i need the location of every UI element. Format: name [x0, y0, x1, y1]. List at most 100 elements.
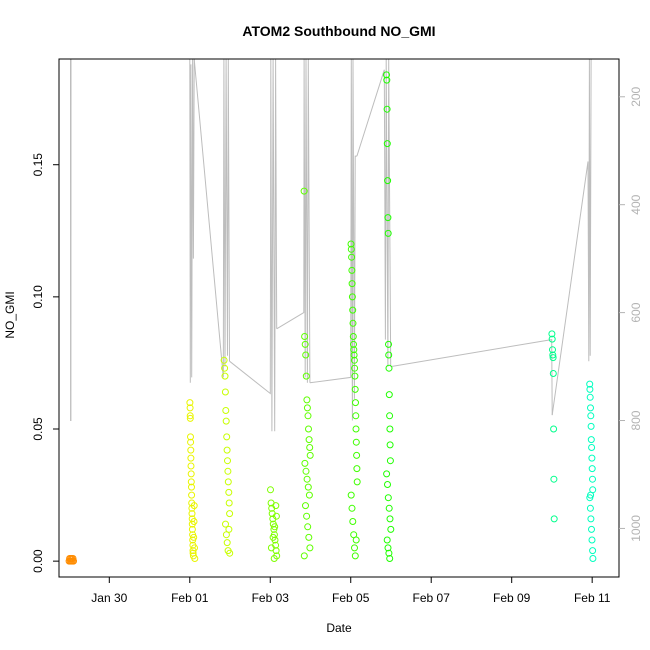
data-point	[384, 177, 392, 185]
data-point	[191, 555, 199, 562]
data-point	[303, 396, 311, 404]
data-point	[186, 412, 194, 420]
data-point	[303, 404, 311, 412]
data-point	[550, 425, 558, 433]
data-point	[304, 412, 312, 420]
data-point	[272, 512, 280, 520]
data-point	[349, 333, 357, 340]
data-point	[221, 372, 229, 380]
data-point	[225, 488, 233, 496]
data-point	[587, 412, 595, 420]
plot-frame	[58, 58, 620, 578]
data-point	[225, 525, 233, 533]
data-point	[186, 404, 194, 412]
data-point	[385, 364, 393, 372]
data-point	[306, 444, 314, 451]
data-point	[587, 436, 595, 444]
x-tick-label: Feb 03	[252, 591, 290, 605]
data-point	[305, 491, 313, 499]
data-point	[301, 459, 309, 467]
data-point	[351, 552, 359, 560]
data-point	[222, 417, 230, 425]
x-tick-label: Feb 01	[171, 591, 209, 605]
data-point	[301, 340, 309, 348]
data-point	[347, 491, 355, 499]
data-point	[190, 518, 198, 525]
data-point	[586, 380, 594, 388]
data-point	[224, 457, 231, 465]
pressure-trace	[71, 58, 195, 383]
x-tick-label: Feb 11	[574, 591, 611, 605]
data-point	[387, 525, 395, 533]
data-point	[383, 71, 390, 79]
data-point	[386, 555, 394, 562]
data-points	[65, 71, 597, 565]
y2-tick-label: 200	[629, 86, 643, 106]
data-point	[187, 462, 195, 470]
data-point	[187, 478, 195, 486]
data-point	[349, 518, 357, 525]
x-tick-label: Feb 05	[332, 591, 370, 605]
data-point	[348, 293, 356, 301]
data-point	[301, 333, 309, 340]
pressure-trace	[276, 58, 311, 383]
data-point	[300, 187, 308, 195]
data-point	[350, 340, 357, 348]
data-point	[352, 438, 360, 446]
x-tick-label: Feb 09	[493, 591, 531, 605]
data-point	[550, 475, 558, 483]
data-point	[549, 354, 557, 362]
data-point	[385, 504, 393, 512]
data-point	[270, 555, 278, 562]
data-point	[348, 280, 356, 288]
data-point	[588, 525, 595, 533]
data-point	[350, 346, 358, 354]
data-point	[353, 478, 361, 486]
data-point	[70, 557, 77, 565]
data-point	[347, 245, 355, 253]
y-axis-label: NO_GMI	[3, 291, 17, 338]
data-point	[588, 454, 596, 462]
data-point	[383, 470, 391, 478]
pressure-trace	[193, 58, 230, 378]
data-point	[191, 544, 198, 552]
data-point	[386, 515, 394, 523]
data-point	[222, 407, 230, 414]
data-point	[225, 499, 233, 507]
data-point	[187, 446, 195, 454]
x-tick-label: Jan 30	[91, 591, 127, 605]
y2-tick-label: 1000	[629, 515, 643, 542]
data-point	[306, 451, 314, 459]
data-point	[187, 433, 194, 441]
data-point	[302, 372, 310, 380]
data-point	[186, 414, 194, 422]
y2-tick-label: 400	[629, 194, 643, 214]
data-point	[384, 481, 391, 488]
data-point	[304, 483, 312, 491]
pressure-trace	[390, 339, 553, 416]
data-point	[190, 533, 198, 541]
data-point	[383, 140, 391, 148]
data-point	[188, 483, 195, 491]
data-point	[187, 454, 195, 462]
data-point	[348, 504, 356, 512]
data-point	[221, 364, 229, 372]
data-point	[188, 491, 196, 499]
data-point	[587, 404, 594, 412]
data-point	[223, 539, 231, 547]
data-point	[588, 536, 596, 544]
data-point	[352, 399, 359, 407]
chart-title: ATOM2 Southbound NO_GMI	[242, 23, 435, 39]
pressure-trace	[356, 58, 392, 367]
data-point	[587, 491, 595, 499]
data-point	[69, 555, 77, 562]
data-point	[550, 515, 558, 523]
data-point	[351, 385, 359, 393]
data-point	[349, 306, 357, 314]
data-point	[588, 444, 596, 451]
data-point	[548, 330, 556, 338]
data-point	[352, 425, 360, 433]
data-point	[587, 515, 595, 523]
data-point	[224, 478, 232, 486]
y2-tick-label: 600	[629, 302, 643, 322]
